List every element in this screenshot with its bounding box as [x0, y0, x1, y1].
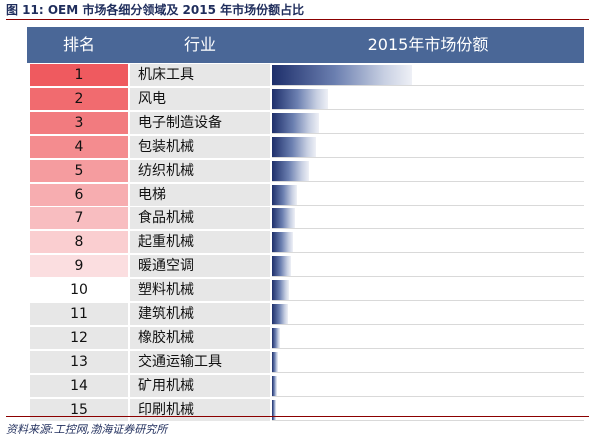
- industry-cell: 纺织机械: [130, 159, 270, 182]
- table-row: 14 矿用机械: [27, 374, 584, 397]
- share-cell: [272, 326, 584, 349]
- rank-cell: 4: [30, 135, 128, 158]
- industry-cell: 建筑机械: [130, 303, 270, 325]
- share-cell: [272, 350, 584, 373]
- rank-cell: 5: [30, 159, 128, 182]
- top-divider: [6, 19, 589, 20]
- share-cell: [272, 255, 584, 278]
- share-bar: [272, 88, 329, 109]
- share-bar: [272, 327, 280, 348]
- share-cell: [272, 398, 584, 421]
- share-bar: [272, 65, 413, 85]
- industry-cell: 印刷机械: [130, 398, 270, 421]
- table-row: 3 电子制造设备: [27, 111, 584, 134]
- share-bar: [272, 208, 296, 229]
- table-row: 9 暖通空调: [27, 255, 584, 278]
- table-row: 5 纺织机械: [27, 159, 584, 182]
- header-rank: 排名: [62, 35, 95, 54]
- share-bar: [272, 304, 289, 324]
- share-bar: [272, 160, 310, 181]
- share-cell: [272, 183, 584, 206]
- industry-cell: 风电: [130, 87, 270, 110]
- industry-cell: 电子制造设备: [130, 111, 270, 134]
- rank-cell: 9: [30, 255, 128, 278]
- rank-cell: 15: [30, 398, 128, 421]
- header-market-share: 2015年市场份额: [367, 35, 489, 54]
- table-header: 排名 行业 2015年市场份额: [27, 27, 584, 63]
- rank-cell: 6: [30, 183, 128, 206]
- industry-cell: 起重机械: [130, 231, 270, 254]
- table-row: 8 起重机械: [27, 231, 584, 254]
- share-bar: [272, 256, 291, 277]
- rank-cell: 14: [30, 374, 128, 397]
- table-row: 12 橡胶机械: [27, 326, 584, 349]
- industry-cell: 食品机械: [130, 207, 270, 230]
- share-cell: [272, 135, 584, 158]
- industry-cell: 暖通空调: [130, 255, 270, 278]
- share-cell: [272, 111, 584, 134]
- industry-cell: 矿用机械: [130, 374, 270, 397]
- share-cell: [272, 303, 584, 325]
- bottom-divider: [6, 416, 589, 417]
- rank-cell: 8: [30, 231, 128, 254]
- industry-cell: 包装机械: [130, 135, 270, 158]
- share-cell: [272, 374, 584, 397]
- table-row: 15 印刷机械: [27, 398, 584, 421]
- industry-cell: 电梯: [130, 183, 270, 206]
- industry-cell: 机床工具: [130, 64, 270, 86]
- table-row: 10 塑料机械: [27, 279, 584, 302]
- share-bar: [272, 399, 276, 420]
- share-bar: [272, 280, 290, 301]
- industry-cell: 交通运输工具: [130, 350, 270, 373]
- share-cell: [272, 87, 584, 110]
- share-cell: [272, 231, 584, 254]
- share-bar: [272, 351, 279, 372]
- source-note: 资料来源:工控网,渤海证券研究所: [6, 423, 168, 436]
- figure-title: 图 11: OEM 市场各细分领域及 2015 年市场份额占比: [6, 3, 305, 17]
- header-industry: 行业: [183, 35, 216, 54]
- table-row: 4 包装机械: [27, 135, 584, 158]
- table-row: 1 机床工具: [27, 64, 584, 86]
- rank-cell: 11: [30, 303, 128, 325]
- table-row: 6 电梯: [27, 183, 584, 206]
- rank-cell: 3: [30, 111, 128, 134]
- share-bar: [272, 184, 297, 205]
- share-cell: [272, 207, 584, 230]
- rank-cell: 12: [30, 326, 128, 349]
- table-row: 11 建筑机械: [27, 303, 584, 325]
- share-bar: [272, 232, 294, 253]
- share-cell: [272, 159, 584, 182]
- share-bar: [272, 375, 277, 396]
- industry-cell: 橡胶机械: [130, 326, 270, 349]
- rank-cell: 13: [30, 350, 128, 373]
- share-cell: [272, 279, 584, 302]
- rank-cell: 10: [30, 279, 128, 302]
- table-row: 13 交通运输工具: [27, 350, 584, 373]
- industry-cell: 塑料机械: [130, 279, 270, 302]
- table-row: 7 食品机械: [27, 207, 584, 230]
- rank-cell: 1: [30, 64, 128, 86]
- rank-cell: 2: [30, 87, 128, 110]
- share-cell: [272, 64, 584, 86]
- rank-cell: 7: [30, 207, 128, 230]
- table-row: 2 风电: [27, 87, 584, 110]
- share-bar: [272, 136, 316, 157]
- share-bar: [272, 112, 319, 133]
